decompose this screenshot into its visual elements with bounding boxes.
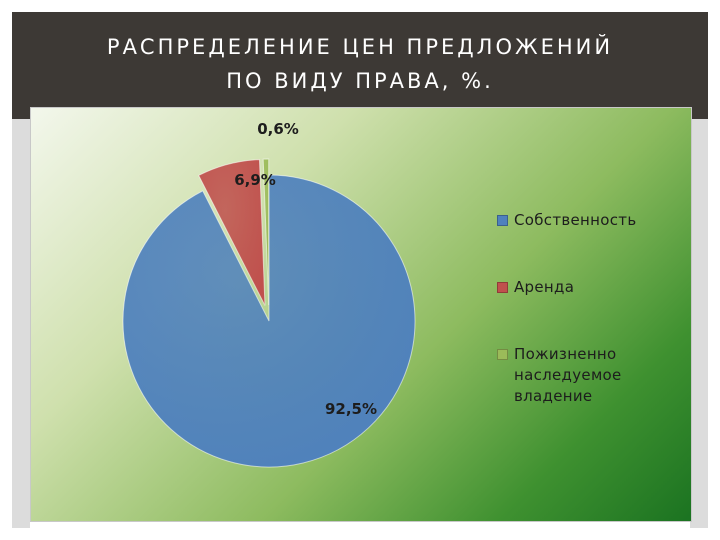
legend-label-pnv-line-3: владение	[514, 387, 593, 405]
title-band	[12, 12, 708, 119]
legend-label-sobstvennost: Собственность	[514, 211, 637, 229]
legend-label-pnv: Пожизненно наследуемое владение	[514, 344, 622, 407]
legend-label-pnv-line-2: наследуемое	[514, 366, 622, 384]
slide-title-line-1: РАСПРЕДЕЛЕНИЕ ЦЕН ПРЕДЛОЖЕНИЙ	[106, 35, 614, 59]
data-label-pnv: 0,6%	[257, 120, 299, 138]
pie-slice-sobstvennost	[122, 174, 416, 468]
slide-title-line-2: ПО ВИДУ ПРАВА, %.	[226, 69, 494, 93]
legend-label-pnv-line-1: Пожизненно	[514, 345, 617, 363]
chart-area: 92,5% 6,9% 0,6%	[30, 107, 692, 522]
data-label-arenda: 6,9%	[234, 171, 276, 189]
frame-right-edge	[690, 119, 708, 528]
legend-item-arenda: Аренда	[497, 277, 574, 298]
legend-item-pnv: Пожизненно наследуемое владение	[497, 344, 622, 407]
pie-slice-arenda	[198, 159, 266, 306]
legend-swatch-green	[497, 349, 508, 360]
frame-left-edge	[12, 119, 30, 528]
slide-title: РАСПРЕДЕЛЕНИЕ ЦЕН ПРЕДЛОЖЕНИЙ ПО ВИДУ ПР…	[12, 30, 708, 98]
data-label-sobstvennost: 92,5%	[325, 400, 377, 418]
legend-swatch-blue	[497, 215, 508, 226]
pie-slice-pnv	[262, 158, 270, 306]
legend-label-arenda: Аренда	[514, 278, 575, 296]
pie-chart: 92,5% 6,9% 0,6%	[122, 120, 416, 468]
legend-swatch-red	[497, 282, 508, 293]
legend-item-sobstvennost: Собственность	[497, 210, 636, 231]
